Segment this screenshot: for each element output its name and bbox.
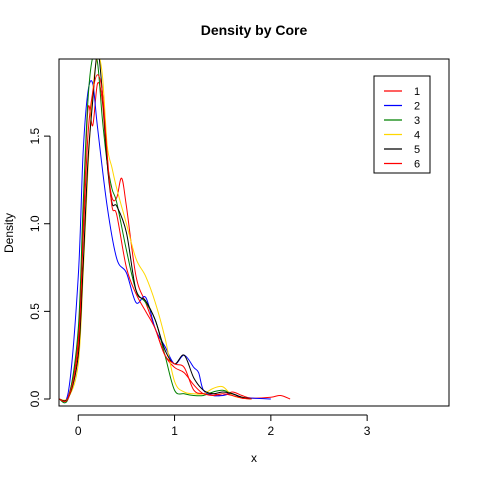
- series-line-3: [59, 59, 252, 404]
- legend-box: [373, 75, 431, 174]
- y-tick-label: 1.0: [28, 215, 42, 232]
- legend-label: 1: [414, 86, 420, 98]
- y-tick-label: 0.0: [28, 390, 42, 407]
- series-line-2: [59, 80, 271, 403]
- y-tick-label: 0.5: [28, 303, 42, 320]
- series-line-1: [59, 82, 291, 402]
- legend-label: 5: [414, 144, 420, 156]
- legend-label: 4: [414, 130, 420, 142]
- legend-label: 2: [414, 101, 420, 113]
- legend-label: 6: [414, 159, 420, 171]
- y-tick-label: 1.5: [28, 127, 42, 144]
- x-tick-label: 2: [268, 424, 275, 438]
- x-tick-label: 0: [75, 424, 82, 438]
- x-tick-label: 3: [364, 424, 371, 438]
- x-tick-label: 1: [171, 424, 178, 438]
- x-axis-label: x: [251, 451, 257, 465]
- legend: 1 2 3 4 5 6: [373, 75, 431, 174]
- series-line-5: [59, 59, 252, 402]
- plot-frame: [58, 58, 450, 407]
- series-line-6: [59, 74, 252, 403]
- axes: 0 1 2 3 0.0 0.5 1.0 1.5: [28, 127, 371, 438]
- chart-title: Density by Core: [201, 22, 308, 38]
- series-lines: [59, 59, 291, 404]
- y-axis-label: Density: [2, 213, 16, 253]
- legend-label: 3: [414, 115, 420, 127]
